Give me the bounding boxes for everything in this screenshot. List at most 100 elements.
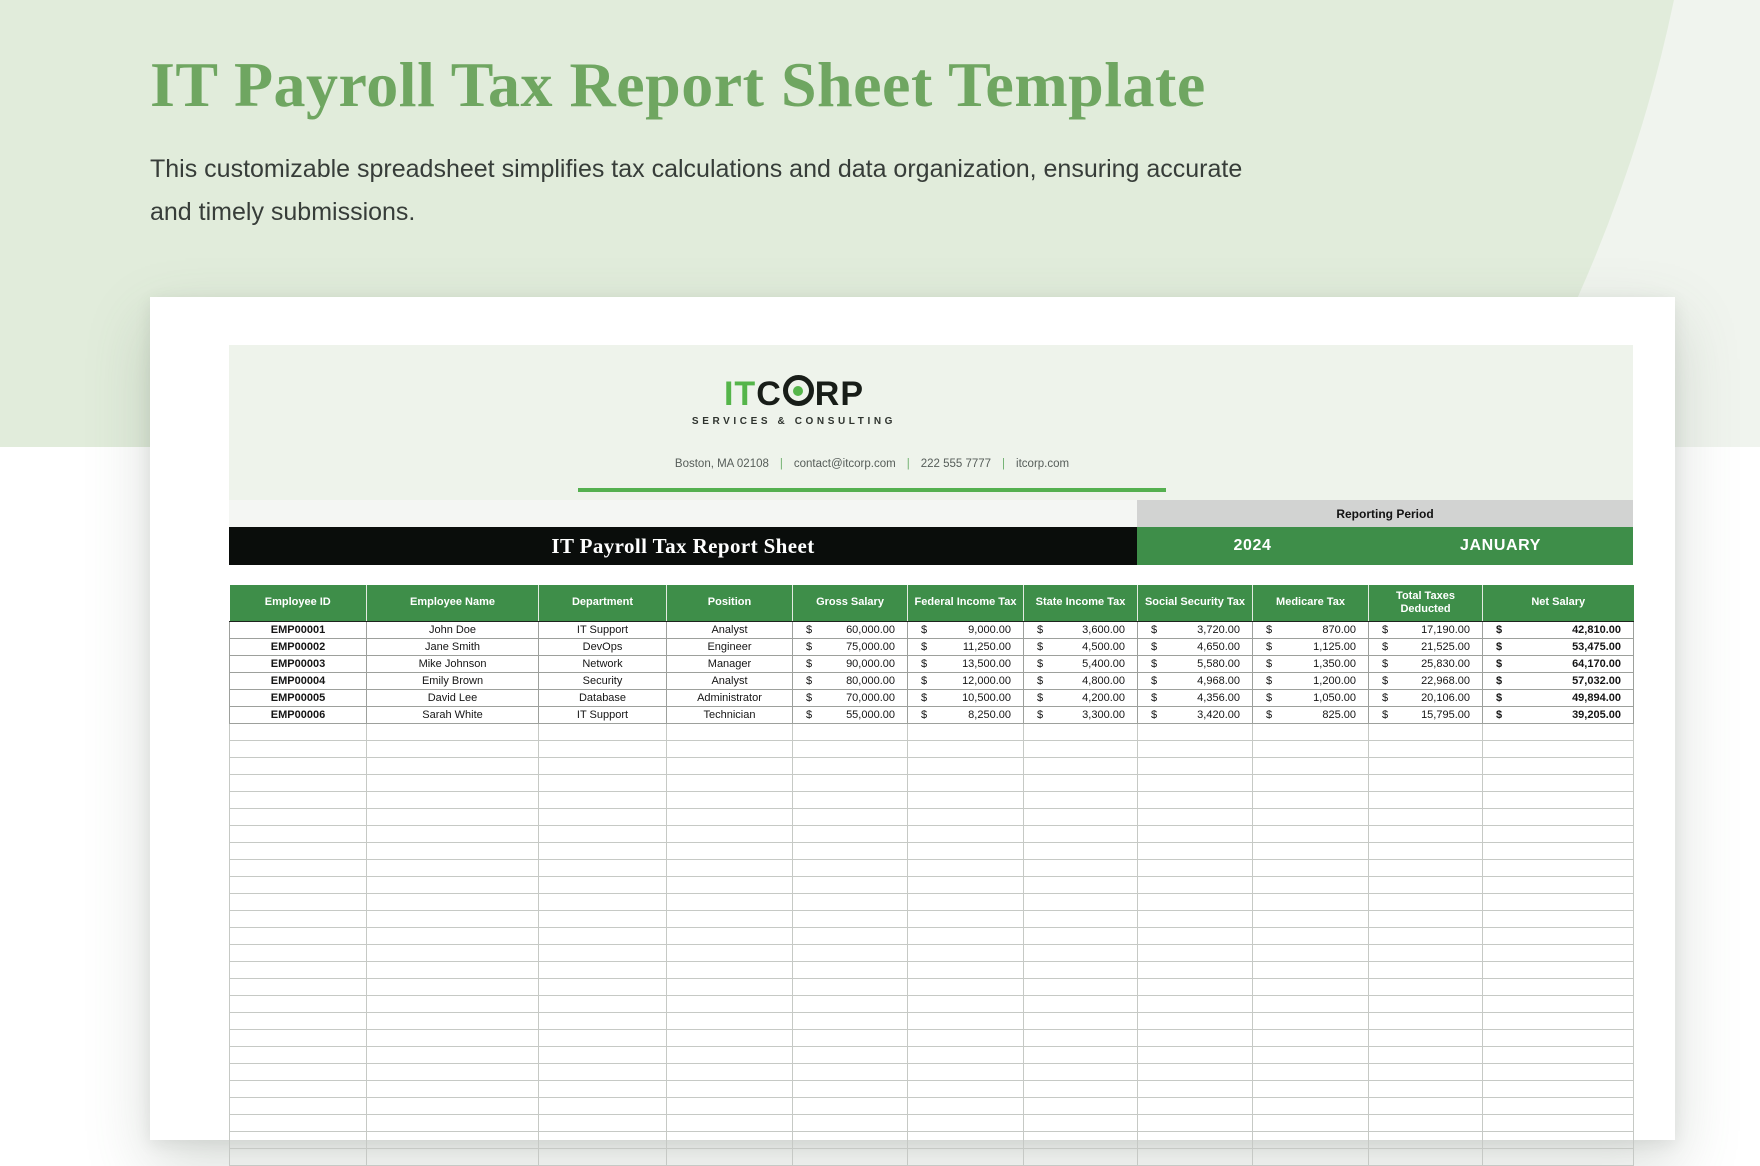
table-cell: $49,894.00	[1482, 689, 1634, 707]
empty-cell	[1137, 1097, 1253, 1115]
empty-cell	[907, 1148, 1024, 1166]
payroll-table: Employee ID Employee Name Department Positi…	[229, 585, 1634, 1166]
empty-cell	[229, 808, 367, 826]
empty-cell	[1137, 944, 1253, 962]
empty-table-row	[229, 995, 1634, 1013]
empty-table-row	[229, 757, 1634, 775]
empty-cell	[1368, 791, 1483, 809]
empty-cell	[538, 791, 667, 809]
empty-cell	[1368, 1046, 1483, 1064]
table-cell: $5,580.00	[1137, 655, 1253, 673]
empty-cell	[907, 1080, 1024, 1098]
empty-cell	[366, 1131, 539, 1149]
empty-cell	[666, 910, 793, 928]
empty-cell	[229, 825, 367, 843]
empty-cell	[792, 723, 908, 741]
letterhead-inner: ITC RP SERVICES & CONSULTING Boston, MA 0…	[578, 345, 1166, 500]
empty-cell	[666, 1046, 793, 1064]
empty-cell	[907, 1131, 1024, 1149]
empty-cell	[1252, 757, 1369, 775]
empty-cell	[1368, 842, 1483, 860]
letterhead: ITC RP SERVICES & CONSULTING Boston, MA 0…	[229, 345, 1633, 500]
empty-cell	[1023, 1080, 1138, 1098]
empty-table-row	[229, 774, 1634, 792]
empty-cell	[1482, 995, 1634, 1013]
empty-cell	[666, 927, 793, 945]
empty-cell	[1368, 1131, 1483, 1149]
table-cell: $15,795.00	[1368, 706, 1483, 724]
empty-cell	[229, 1148, 367, 1166]
empty-cell	[907, 808, 1024, 826]
empty-cell	[1368, 740, 1483, 758]
empty-cell	[538, 1131, 667, 1149]
empty-cell	[366, 859, 539, 877]
empty-cell	[1482, 1131, 1634, 1149]
table-cell: EMP00001	[229, 621, 367, 639]
empty-cell	[1252, 1029, 1369, 1047]
table-cell: $9,000.00	[907, 621, 1024, 639]
table-cell: EMP00003	[229, 655, 367, 673]
sheet-title-row: IT Payroll Tax Report Sheet 2024 JANUARY	[229, 527, 1633, 565]
empty-cell	[1023, 995, 1138, 1013]
empty-cell	[1482, 791, 1634, 809]
empty-cell	[792, 893, 908, 911]
empty-cell	[538, 1012, 667, 1030]
empty-cell	[666, 1063, 793, 1081]
empty-cell	[1482, 740, 1634, 758]
empty-cell	[538, 859, 667, 877]
table-cell: Database	[538, 689, 667, 707]
table-cell: $5,400.00	[1023, 655, 1138, 673]
empty-cell	[907, 825, 1024, 843]
table-cell: $825.00	[1252, 706, 1369, 724]
logo-o-target-icon	[782, 375, 814, 406]
table-cell: $4,356.00	[1137, 689, 1253, 707]
empty-cell	[1368, 1080, 1483, 1098]
page-description-line2: and timely submissions.	[150, 197, 416, 226]
empty-cell	[538, 1114, 667, 1132]
empty-cell	[666, 808, 793, 826]
empty-cell	[1252, 774, 1369, 792]
empty-cell	[366, 723, 539, 741]
empty-cell	[666, 757, 793, 775]
empty-cell	[1482, 893, 1634, 911]
table-cell: $4,500.00	[1023, 638, 1138, 656]
logo-wordmark: ITC RP	[500, 375, 1088, 411]
empty-cell	[366, 1029, 539, 1047]
empty-cell	[1023, 842, 1138, 860]
empty-cell	[1137, 1046, 1253, 1064]
empty-cell	[1023, 1046, 1138, 1064]
empty-cell	[792, 944, 908, 962]
table-cell: IT Support	[538, 621, 667, 639]
empty-cell	[229, 757, 367, 775]
column-header-5: Federal Income Tax	[907, 585, 1024, 622]
empty-cell	[1368, 927, 1483, 945]
empty-cell	[229, 893, 367, 911]
empty-cell	[1368, 1148, 1483, 1166]
empty-cell	[792, 876, 908, 894]
empty-cell	[229, 1097, 367, 1115]
empty-cell	[229, 876, 367, 894]
empty-cell	[538, 1063, 667, 1081]
empty-cell	[229, 944, 367, 962]
empty-cell	[792, 774, 908, 792]
empty-cell	[1368, 723, 1483, 741]
empty-cell	[1137, 978, 1253, 996]
empty-cell	[229, 961, 367, 979]
empty-cell	[1482, 808, 1634, 826]
reporting-period-spacer	[229, 500, 1137, 527]
empty-cell	[366, 842, 539, 860]
empty-cell	[1137, 893, 1253, 911]
table-row: EMP00005 David Lee Database Administrator $7…	[229, 689, 1634, 707]
table-body: EMP00001 John Doe IT Support Analyst $60,000…	[229, 621, 1634, 1166]
empty-cell	[1368, 893, 1483, 911]
table-cell: $22,968.00	[1368, 672, 1483, 690]
table-cell: Jane Smith	[366, 638, 539, 656]
empty-cell	[366, 1097, 539, 1115]
table-cell: Security	[538, 672, 667, 690]
empty-cell	[1368, 1097, 1483, 1115]
empty-cell	[907, 740, 1024, 758]
table-cell: Analyst	[666, 621, 793, 639]
table-cell: $3,420.00	[1137, 706, 1253, 724]
empty-cell	[1252, 791, 1369, 809]
empty-cell	[366, 825, 539, 843]
